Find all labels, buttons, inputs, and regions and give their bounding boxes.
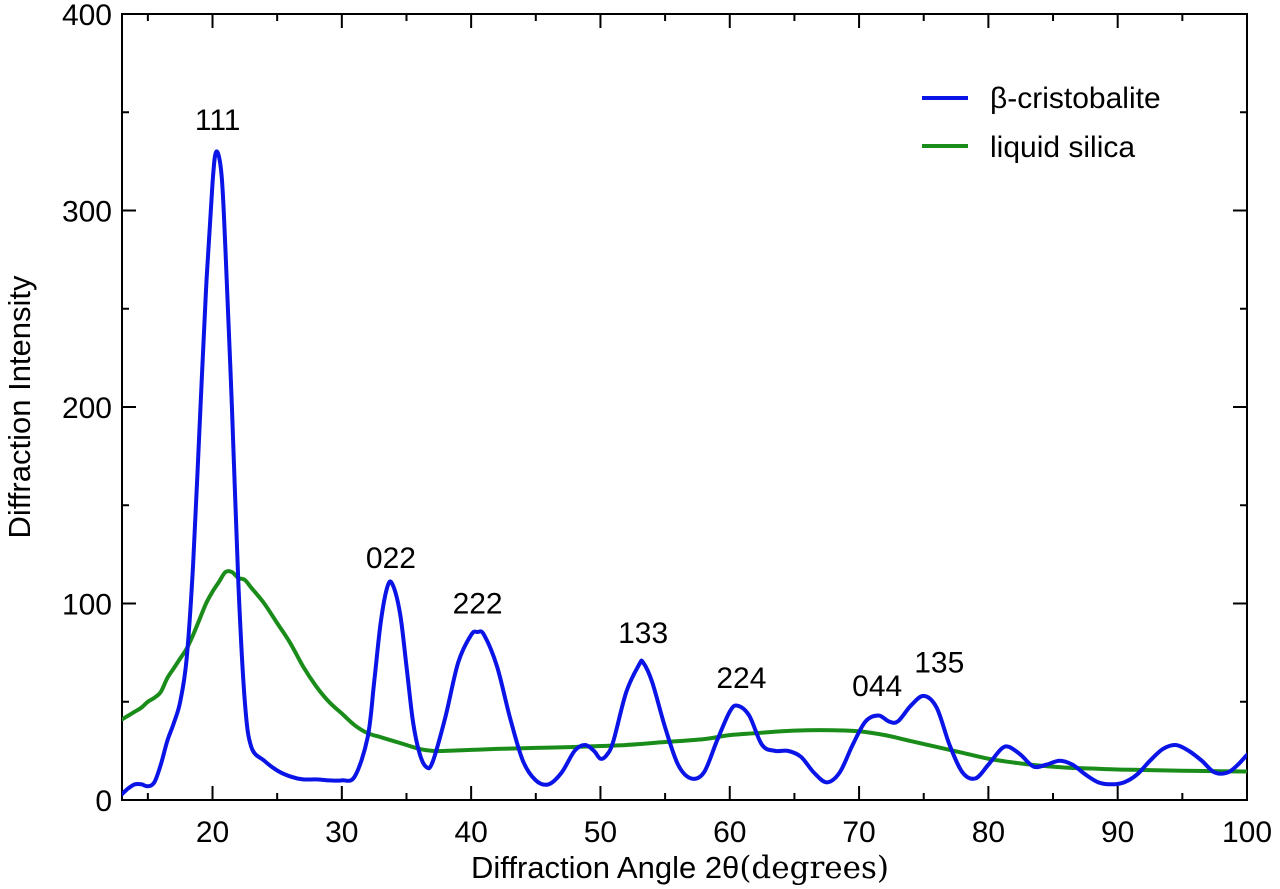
peak-label: 111 <box>195 104 241 137</box>
legend-label-beta-cristobalite: β-cristobalite <box>990 82 1161 115</box>
peak-annotations: 111 022 222 133 224 044 135 <box>195 104 964 703</box>
x-tick-label: 30 <box>325 816 358 849</box>
peak-label: 224 <box>716 662 766 695</box>
x-tick-label: 50 <box>584 816 617 849</box>
series-line-beta-cristobalite <box>122 149 1247 797</box>
x-tick-label: 70 <box>842 816 875 849</box>
x-tick-label: 60 <box>713 816 746 849</box>
x-tick-label: 40 <box>454 816 487 849</box>
series-line-liquid-silica <box>122 569 1247 774</box>
legend-label-liquid-silica: liquid silica <box>990 131 1135 164</box>
y-tick-label: 0 <box>95 785 112 818</box>
peak-label: 044 <box>852 670 902 703</box>
peak-label: 022 <box>366 542 416 575</box>
x-axis-label-unit: (degrees) <box>739 850 889 886</box>
peak-label: 135 <box>914 646 964 679</box>
peak-label: 222 <box>453 587 503 620</box>
x-tick-label: 80 <box>972 816 1005 849</box>
x-tick-label: 20 <box>196 816 229 849</box>
y-tick-label: 200 <box>62 392 112 425</box>
y-tick-label: 100 <box>62 589 112 622</box>
axis-ticks <box>122 13 1248 801</box>
x-tick-label: 100 <box>1222 816 1272 849</box>
x-axis-label: Diffraction Angle 2θ(degrees) <box>471 850 889 886</box>
y-tick-label: 400 <box>62 0 112 32</box>
y-tick-label: 300 <box>62 196 112 229</box>
x-axis-label-main: Diffraction Angle 2θ <box>471 850 739 885</box>
axis-tick-labels: 20 30 40 50 60 70 80 90 100 0 100 200 300 400 <box>62 0 1272 849</box>
legend: β-cristobalite liquid silica <box>922 82 1161 164</box>
y-axis-label: Diffraction Intensity <box>2 275 37 539</box>
peak-label: 133 <box>618 617 668 650</box>
series-layer <box>122 149 1247 797</box>
x-tick-label: 90 <box>1101 816 1134 849</box>
